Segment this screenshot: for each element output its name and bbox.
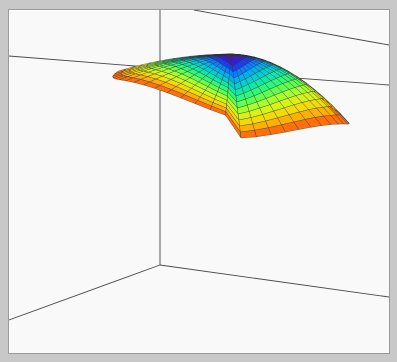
box-edge — [9, 264, 161, 321]
surface-plot-canvas[interactable] — [9, 10, 389, 353]
box-edge — [159, 264, 389, 298]
3d-plot-viewport[interactable] — [8, 9, 390, 354]
box-edge — [193, 10, 389, 46]
box-edge — [9, 55, 161, 69]
surface-patch — [240, 130, 257, 139]
surface-mesh — [112, 53, 350, 139]
